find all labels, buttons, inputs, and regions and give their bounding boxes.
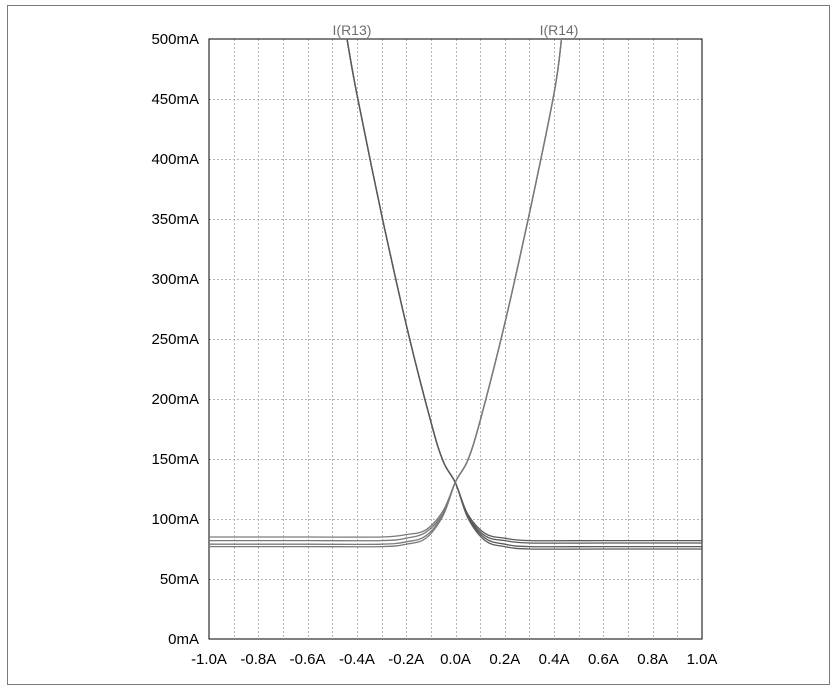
series-line-i-r13 [346, 38, 702, 542]
series-lines [208, 38, 702, 550]
y-tick-label: 0mA [168, 631, 199, 648]
x-tick-label: -0.4A [339, 651, 375, 668]
x-tick-label: -0.6A [290, 651, 326, 668]
y-tick-label: 300mA [151, 271, 199, 288]
series-label: I(R14) [540, 22, 579, 38]
x-tick-label: 0.6A [588, 651, 619, 668]
x-tick-label: 0.8A [637, 651, 668, 668]
grid [209, 39, 702, 639]
y-tick-label: 350mA [151, 211, 199, 228]
x-tick-label: 0.0A [440, 651, 471, 668]
series-line-i-r14 [208, 38, 563, 542]
series-line-i-r14 [208, 38, 563, 548]
plot-area [208, 38, 703, 640]
chart-frame [7, 5, 830, 685]
y-tick-label: 250mA [151, 331, 199, 348]
series-label: I(R13) [333, 22, 372, 38]
x-tick-label: -0.2A [388, 651, 424, 668]
series-line-i-r13 [346, 38, 702, 550]
series-labels: I(R13) I(R14) [333, 22, 579, 38]
series-line-i-r13 [346, 38, 702, 548]
x-tick-label: -0.8A [240, 651, 276, 668]
y-tick-label: 150mA [151, 451, 199, 468]
y-tick-label: 100mA [151, 511, 199, 528]
y-tick-label: 500mA [151, 31, 199, 48]
series-line-i-r14 [209, 38, 563, 546]
series-line-i-r13 [346, 38, 702, 544]
y-tick-label: 400mA [151, 151, 199, 168]
x-tick-label: 0.4A [539, 651, 570, 668]
x-tick-label: 0.2A [489, 651, 520, 668]
x-tick-label: 1.0A [687, 651, 718, 668]
x-tick-label: -1.0A [191, 651, 227, 668]
y-tick-label: 50mA [160, 571, 199, 588]
y-tick-label: 450mA [151, 91, 199, 108]
y-tick-label: 200mA [151, 391, 199, 408]
series-line-i-r14 [209, 38, 563, 538]
y-axis-tick-labels: 0mA 50mA 100mA 150mA 200mA 250mA 300mA 350mA 400… [151, 31, 199, 648]
x-axis-tick-labels: -1.0A -0.8A -0.6A -0.4A -0.2A 0.0A 0.2A 0.4A 0.6… [191, 651, 717, 668]
